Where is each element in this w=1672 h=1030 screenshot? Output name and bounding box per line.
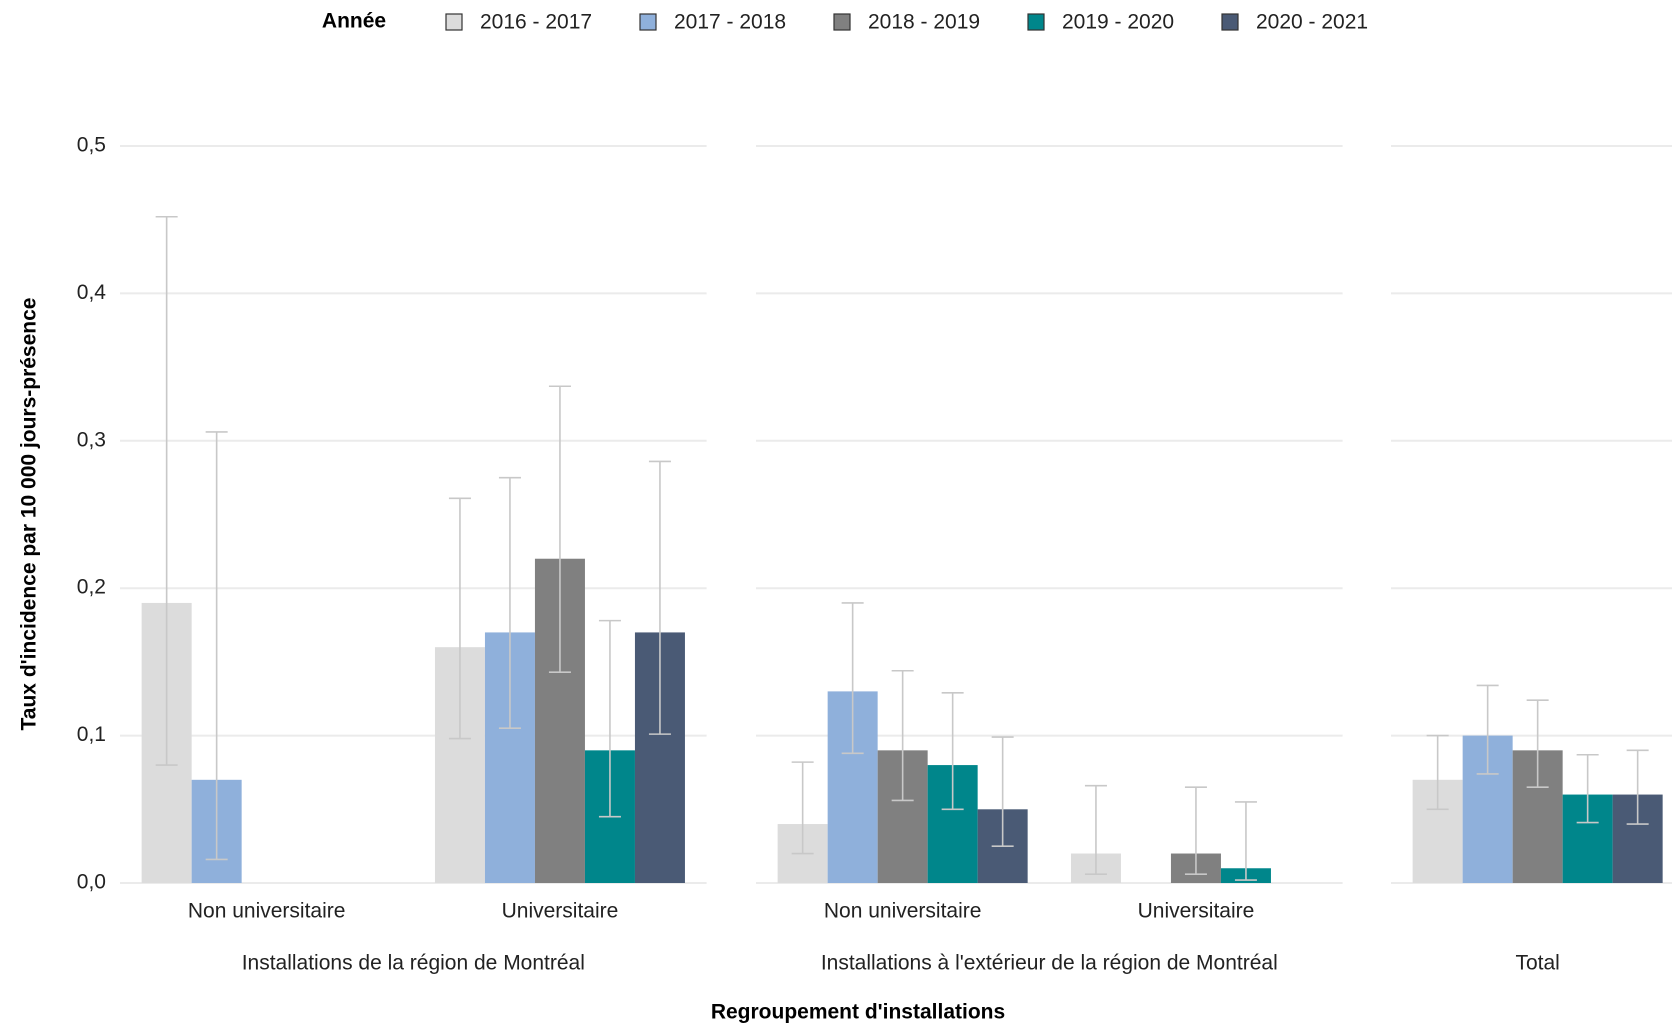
error-bar <box>791 761 814 855</box>
panel-title: Installations à l'extérieur de la région… <box>821 952 1278 975</box>
legend-key <box>639 13 657 31</box>
x-tick-label: Universitaire <box>1138 900 1255 923</box>
error-bar <box>841 602 864 755</box>
x-axis-title: Regroupement d'installations <box>711 1001 1005 1024</box>
legend-key <box>833 13 851 31</box>
error-bar <box>991 736 1014 847</box>
legend-label: 2017 - 2018 <box>674 11 786 34</box>
y-axis-title: Taux d'incidence par 10 000 jours-présen… <box>18 298 41 731</box>
error-bar <box>1526 699 1549 788</box>
error-bar <box>1234 801 1257 881</box>
error-bar <box>205 431 228 861</box>
y-tick-label: 0,5 <box>77 134 106 157</box>
error-bar <box>548 385 571 674</box>
y-tick-label: 0,2 <box>77 576 106 599</box>
legend-label: 2018 - 2019 <box>868 11 980 34</box>
error-bar <box>891 669 914 802</box>
x-tick-label: Non universitaire <box>188 900 346 923</box>
error-bar <box>648 460 671 735</box>
error-bar <box>498 476 521 730</box>
legend-label: 2020 - 2021 <box>1256 11 1368 34</box>
y-tick-label: 0,1 <box>77 723 106 746</box>
legend-key <box>1027 13 1045 31</box>
error-bar <box>1426 734 1449 811</box>
y-tick-label: 0,0 <box>77 871 106 894</box>
y-tick-label: 0,3 <box>77 428 106 451</box>
panel-title: Total <box>1515 952 1559 975</box>
x-tick-label: Universitaire <box>502 900 619 923</box>
panel-title: Installations de la région de Montréal <box>242 952 585 975</box>
error-bar <box>448 497 471 740</box>
legend-label: 2016 - 2017 <box>480 11 592 34</box>
legend-title: Année <box>322 10 386 33</box>
legend-label: 2019 - 2020 <box>1062 11 1174 34</box>
legend-key <box>1221 13 1239 31</box>
y-tick-label: 0,4 <box>77 281 107 304</box>
error-bar <box>1184 786 1207 875</box>
error-bar <box>1476 684 1499 775</box>
error-bar <box>1084 784 1107 875</box>
error-bar <box>941 692 964 811</box>
x-tick-label: Non universitaire <box>824 900 982 923</box>
error-bar <box>1626 749 1649 825</box>
error-bar <box>598 619 621 818</box>
error-bar <box>1576 753 1599 824</box>
legend-key <box>445 13 463 31</box>
error-bar <box>155 215 178 766</box>
